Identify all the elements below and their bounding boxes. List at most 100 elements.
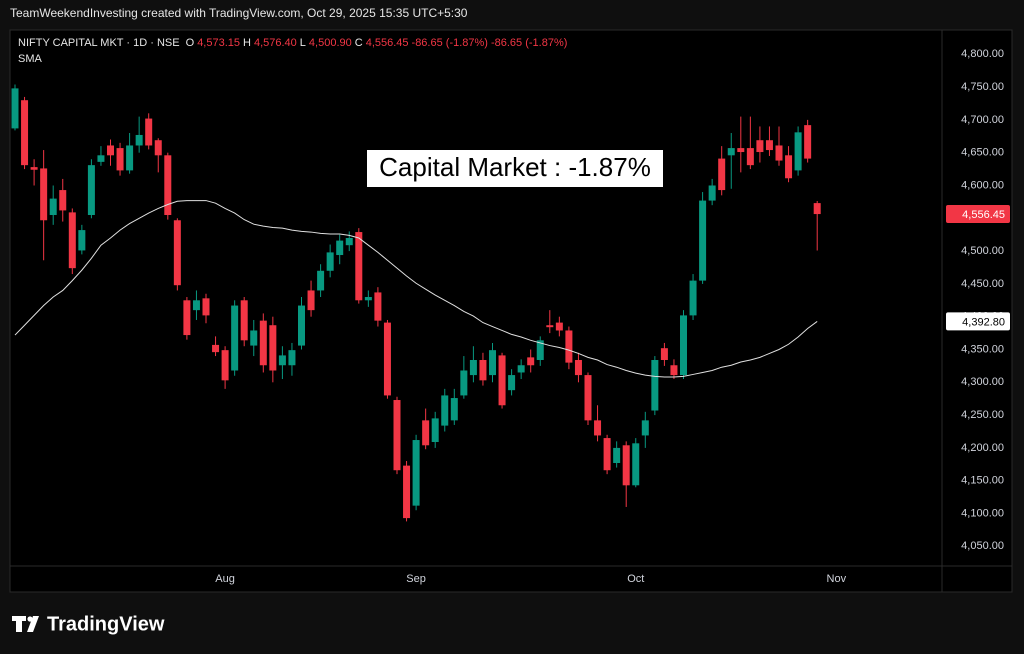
candle-body	[240, 300, 248, 341]
price-badge-label: 4,392.80	[962, 316, 1005, 328]
candle-body	[135, 134, 143, 146]
candle-body	[345, 237, 353, 246]
candle-body	[202, 298, 210, 316]
candle-body	[794, 132, 802, 171]
candle-body	[40, 168, 48, 221]
candle-body	[231, 305, 239, 371]
candle-body	[107, 145, 114, 156]
ohlc-key: C	[354, 37, 363, 49]
candle-body	[126, 145, 134, 171]
candle-body	[508, 375, 516, 391]
candle-body	[737, 148, 745, 153]
ohlc: O 4,573.15 H 4,576.40 L 4,500.90 C 4,556.45 -86.…	[186, 37, 571, 49]
candle-body	[336, 240, 344, 256]
candle-body	[288, 350, 296, 366]
ohlc-value: 4,573.15	[197, 37, 241, 49]
candle-body	[670, 365, 678, 376]
candle-body	[689, 280, 697, 316]
candle-body	[536, 340, 544, 360]
candle-body	[393, 400, 401, 471]
chart-frame	[9, 29, 1013, 593]
candle-body	[594, 420, 602, 436]
y-tick-label: 4,350.00	[961, 343, 1004, 355]
candle-body	[49, 198, 57, 216]
y-tick-label: 4,750.00	[961, 81, 1004, 93]
legend: NIFTY CAPITAL MKT · 1D · NSE O 4,573.15 H 4…	[18, 37, 573, 49]
ohlc-key: O	[185, 37, 195, 49]
candle-body	[469, 359, 477, 376]
candle-body	[584, 375, 592, 421]
ohlc-value: 4,576.40	[253, 37, 297, 49]
candle-body	[403, 465, 411, 519]
candle-body	[154, 140, 162, 156]
candle-body	[603, 438, 611, 471]
y-tick-label: 4,150.00	[961, 475, 1004, 487]
candle-body	[269, 325, 277, 371]
candle-body	[479, 359, 487, 381]
credit: TeamWeekendInvesting created with Tradin…	[10, 6, 468, 20]
candle-body	[565, 330, 573, 363]
candle-body	[651, 359, 659, 411]
y-tick-label: 4,500.00	[961, 245, 1004, 257]
candle-body	[756, 140, 764, 153]
brand: TradingView	[47, 613, 165, 635]
candle-body	[718, 158, 726, 191]
candle-body	[574, 359, 582, 376]
candle-body	[775, 145, 783, 161]
candle-body	[68, 212, 76, 269]
candle-body	[250, 330, 258, 346]
candle-body	[431, 418, 439, 443]
candle-body	[441, 395, 449, 426]
x-tick-label: Sep	[406, 573, 426, 585]
candle-body	[11, 88, 19, 129]
annotation-box	[367, 150, 663, 187]
candle-body	[517, 365, 525, 373]
candle-body	[460, 370, 468, 396]
y-tick-label: 4,250.00	[961, 409, 1004, 421]
logo	[12, 616, 39, 632]
candle-body	[78, 230, 86, 251]
candle-body	[59, 190, 67, 211]
candle-body	[21, 100, 29, 166]
candle-body	[192, 300, 200, 311]
candle-body	[660, 348, 668, 360]
candle-body	[298, 305, 305, 346]
candle-body	[785, 155, 793, 179]
candle-body	[412, 440, 420, 506]
candle-body	[221, 350, 229, 381]
candle-body	[450, 398, 458, 421]
candle-body	[317, 270, 325, 291]
ohlc-value: 4,500.90	[308, 37, 352, 49]
x-tick-label: Oct	[627, 573, 644, 585]
candle-body	[613, 447, 621, 463]
y-tick-label: 4,650.00	[961, 147, 1004, 159]
candle-body	[555, 322, 563, 331]
candle-body	[30, 167, 38, 170]
x-tick-label: Nov	[827, 573, 847, 585]
candle-body	[680, 315, 687, 376]
price-badge	[946, 205, 1010, 224]
candle-body	[145, 118, 153, 146]
ohlc-key: L	[299, 37, 306, 49]
change: -86.65 (-1.87%)	[411, 37, 488, 49]
candle-body	[708, 185, 716, 201]
candle-body	[765, 140, 773, 151]
candle-body	[804, 125, 812, 159]
candle-body	[546, 325, 554, 328]
candle-body	[422, 420, 430, 446]
candle-body	[97, 155, 105, 162]
y-tick-label: 4,800.00	[961, 48, 1004, 60]
y-tick-label: 4,600.00	[961, 179, 1004, 191]
candle-body	[622, 445, 630, 486]
sma-label: SMA	[18, 53, 42, 65]
candle-body	[116, 148, 124, 171]
candle-body	[212, 344, 220, 353]
candle-body	[164, 155, 172, 216]
annotation: Capital Market : -1.87%	[379, 152, 651, 182]
candle-body	[641, 420, 649, 436]
y-tick-label: 4,100.00	[961, 507, 1004, 519]
candle-body	[259, 320, 267, 366]
candle-body	[326, 252, 334, 271]
candle-body	[632, 443, 640, 486]
